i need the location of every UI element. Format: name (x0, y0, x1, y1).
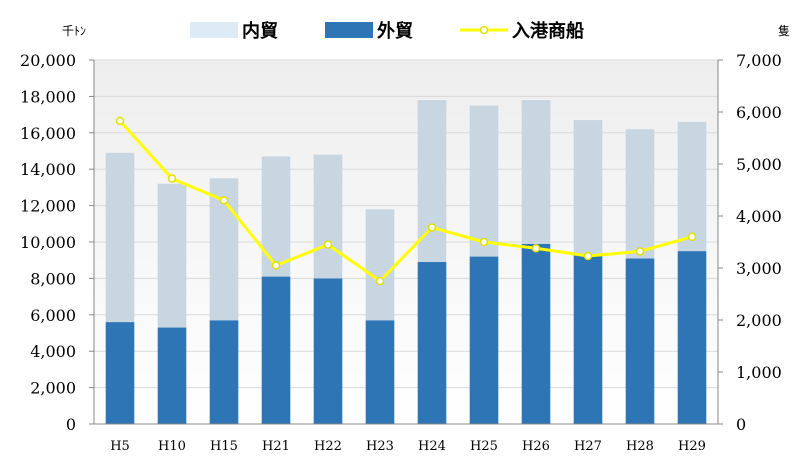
bar-naibo (625, 129, 655, 259)
x-tick-label: H25 (470, 439, 498, 454)
y-left-tick-label: 8,000 (30, 269, 76, 288)
line-point (271, 261, 281, 270)
y-left-tick-label: 14,000 (20, 160, 76, 179)
line-point (219, 196, 229, 205)
bar-naibo (521, 100, 551, 244)
bar-naibo (417, 100, 447, 263)
y-left-tick-label: 16,000 (20, 124, 76, 143)
y-left-tick-label: 12,000 (20, 197, 76, 216)
bar-naibo (313, 154, 343, 279)
x-tick-label: H27 (574, 439, 602, 454)
y-left-tick-label: 18,000 (20, 87, 76, 106)
line-point (323, 240, 333, 249)
bar-naibo (157, 183, 187, 328)
x-tick-label: H10 (158, 439, 186, 454)
y-left-tick-label: 4,000 (30, 342, 76, 361)
line-point (531, 243, 541, 253)
y-right-tick-label: 2,000 (736, 311, 782, 330)
line-series (115, 116, 697, 286)
line-point (115, 116, 125, 126)
y-right-tick-label: 4,000 (736, 207, 782, 226)
y-right-tick-label: 5,000 (736, 155, 782, 174)
legend-swatch (325, 22, 373, 38)
x-tick-label: H28 (626, 439, 654, 454)
x-tick-label: H29 (678, 439, 706, 454)
x-tick-label: H22 (314, 439, 342, 454)
x-tick-label: H21 (262, 439, 290, 454)
legend: 内貿 外貿 入港商船 (190, 20, 584, 42)
bar-gaibo (313, 278, 343, 424)
legend-label: 入港商船 (512, 20, 584, 42)
y-left-tick-label: 20,000 (20, 51, 76, 70)
y-right-tick-label: 1,000 (736, 363, 782, 382)
bar-naibo (105, 152, 135, 323)
bar-naibo (365, 209, 395, 321)
x-tick-label: H5 (110, 439, 130, 454)
legend-label: 外貿 (377, 20, 413, 42)
axes: 0 2,000 4,000 6,000 8,000 10,000 12,000 14,000 1… (20, 51, 782, 454)
y-right-tick-label: 6,000 (736, 103, 782, 122)
line-point (427, 223, 437, 232)
x-tick-label: H24 (418, 439, 446, 454)
legend-swatch-marker (479, 25, 489, 35)
bar-gaibo (573, 254, 603, 424)
y-right-tick-label: 0 (736, 415, 746, 434)
legend-swatch (190, 22, 238, 38)
y-left-tick-label: 2,000 (30, 379, 76, 398)
bar-naibo (469, 105, 499, 257)
line-nyuko-shosen (118, 119, 693, 283)
line-point (167, 174, 177, 183)
line-point (479, 237, 489, 247)
y-right-unit-label: 隻 (778, 23, 790, 38)
x-tick-label: H23 (366, 439, 394, 454)
line-point (375, 276, 385, 286)
bar-gaibo (157, 327, 187, 424)
bar-gaibo (261, 276, 291, 424)
y-left-unit-label: 千ﾄﾝ (62, 24, 86, 38)
bar-gaibo (209, 320, 239, 424)
bar-naibo (677, 121, 707, 252)
bar-gaibo (105, 322, 135, 424)
bar-gaibo (625, 258, 655, 424)
bar-naibo (261, 156, 291, 277)
legend-label: 内貿 (242, 20, 278, 42)
bar-gaibo (521, 243, 551, 424)
y-right-tick-label: 7,000 (736, 51, 782, 70)
y-left-tick-label: 0 (66, 415, 76, 434)
y-left-tick-label: 10,000 (20, 233, 76, 252)
bar-gaibo (469, 256, 499, 424)
line-point (635, 247, 645, 256)
bar-gaibo (365, 320, 395, 424)
line-point (583, 251, 593, 261)
x-tick-label: H15 (210, 439, 238, 454)
x-tick-label: H26 (522, 439, 550, 454)
bar-gaibo (417, 262, 447, 424)
y-left-tick-label: 6,000 (30, 306, 76, 325)
y-right-tick-label: 3,000 (736, 259, 782, 278)
line-point (687, 232, 697, 242)
bar-gaibo (677, 251, 707, 424)
bars (105, 100, 707, 424)
bar-naibo (573, 120, 603, 255)
